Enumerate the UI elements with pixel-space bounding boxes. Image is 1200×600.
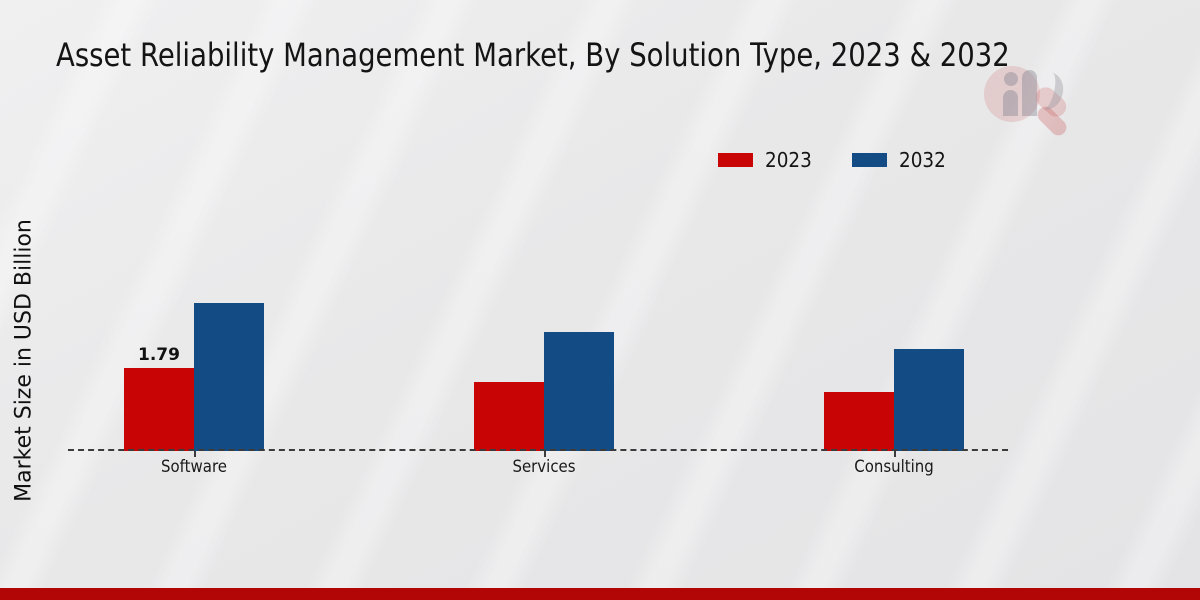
brand-watermark-logo <box>982 64 1082 144</box>
legend-swatch-icon <box>851 153 887 167</box>
legend-item-2023: 2023 <box>718 148 816 172</box>
legend-label: 2023 <box>765 148 812 172</box>
category-label-software: Software <box>161 457 227 477</box>
bar-consulting-2023 <box>824 392 894 451</box>
category-label-consulting: Consulting <box>854 457 934 477</box>
logo-bar-small-icon <box>1003 90 1018 116</box>
chart-title-text: Asset Reliability Management Market, By … <box>56 36 1010 74</box>
legend-label: 2032 <box>898 148 946 172</box>
bar-services-2023 <box>474 382 544 451</box>
legend-swatch-icon <box>718 153 753 167</box>
value-label-software-2023: 1.79 <box>138 345 180 365</box>
x-axis-baseline <box>68 449 1008 451</box>
x-axis-tick <box>194 451 196 457</box>
x-axis-tick <box>894 451 896 457</box>
magnifier-circle-icon <box>984 66 1040 122</box>
category-label-services: Services <box>512 457 576 477</box>
logo-bar-tall-icon <box>1022 70 1037 116</box>
bar-services-2032 <box>544 332 614 451</box>
bar-software-2023 <box>124 368 194 451</box>
legend: 2023 2032 <box>718 148 950 172</box>
x-axis-tick <box>544 451 546 457</box>
legend-item-2032: 2032 <box>851 148 950 172</box>
chart-title: Asset Reliability Management Market, By … <box>56 36 1165 74</box>
bar-software-2032 <box>194 303 264 451</box>
footer-accent-band <box>0 588 1200 600</box>
logo-dot-icon <box>1004 72 1018 86</box>
bar-consulting-2032 <box>894 349 964 451</box>
